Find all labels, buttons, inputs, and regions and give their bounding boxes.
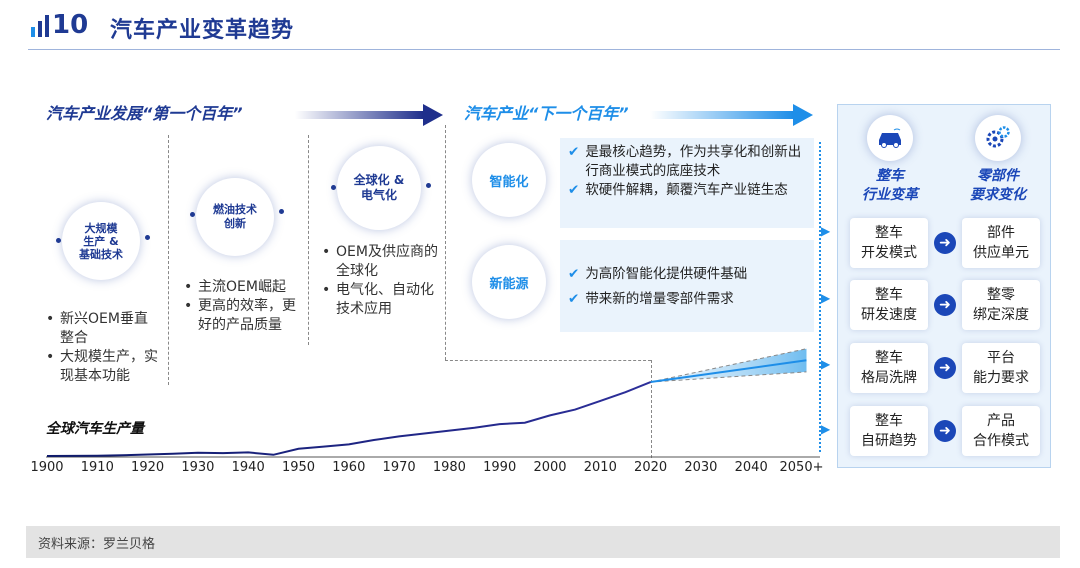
connector-arrow-icon: ▶ <box>821 224 831 238</box>
connector-arrow-icon: ▶ <box>821 291 831 305</box>
circle-fuel-tech: 燃油技术 创新 <box>196 178 274 256</box>
check-icon: ✔ <box>568 182 580 198</box>
panel-left-cell: 整车 研发速度 <box>850 280 928 330</box>
gear-icon <box>975 115 1021 161</box>
forecast-lower <box>650 371 807 383</box>
arrow-right-icon: ➜ <box>934 232 956 254</box>
stage-3-bullets: OEM及供应商的全球化 电气化、自动化技术应用 <box>322 243 442 319</box>
forecast-center <box>650 359 807 384</box>
divider-3 <box>445 125 446 360</box>
point: 带来新的增量零部件需求 <box>585 291 734 307</box>
chart-ylabel: 全球汽车生产量 <box>46 421 144 437</box>
section-next-century: 汽车产业“下一个百年” <box>464 104 629 123</box>
x-tick-label: 2030 <box>684 460 717 475</box>
section-first-century: 汽车产业发展“第一个百年” <box>46 104 243 123</box>
x-tick-label: 1980 <box>433 460 466 475</box>
x-tick-label: 1930 <box>181 460 214 475</box>
bullet: OEM及供应商的全球化 <box>322 243 442 281</box>
x-tick-label: 1900 <box>30 460 63 475</box>
divider-3-horizontal <box>445 360 651 361</box>
check-icon: ✔ <box>568 266 580 282</box>
divider-1 <box>168 135 169 385</box>
divider-2 <box>308 135 309 345</box>
header-divider <box>28 49 1060 50</box>
circle-dot <box>426 183 431 188</box>
circle-dot <box>56 238 61 243</box>
x-tick-label: 2040 <box>735 460 768 475</box>
circle-dot <box>190 212 195 217</box>
new-energy-points: ✔ 为高阶智能化提供硬件基础 ✔ 带来新的增量零部件需求 <box>568 262 804 312</box>
circle-mass-production: 大规模 生产 & 基础技术 <box>62 202 140 280</box>
x-tick-label: 2020 <box>634 460 667 475</box>
circle-dot <box>331 185 336 190</box>
panel-left-cell: 整车 格局洗牌 <box>850 343 928 393</box>
point: 软硬件解耦，颠覆汽车产业链生态 <box>585 182 788 198</box>
x-tick-label: 1960 <box>332 460 365 475</box>
bullet: 主流OEM崛起 <box>184 278 300 297</box>
panel-right-cell: 平台 能力要求 <box>962 343 1040 393</box>
connector-arrow-icon: ▶ <box>821 357 831 371</box>
section-arrow-blue <box>650 104 813 126</box>
x-tick-label: 1910 <box>81 460 114 475</box>
check-icon: ✔ <box>568 144 580 160</box>
bullet: 更高的效率，更好的产品质量 <box>184 297 300 335</box>
section-arrow-navy <box>295 104 443 126</box>
arrow-right-icon: ➜ <box>934 420 956 442</box>
x-tick-label: 1940 <box>232 460 265 475</box>
bullet: 大规模生产，实现基本功能 <box>46 348 158 386</box>
page-title: 汽车产业变革趋势 <box>110 18 295 43</box>
circle-dot <box>145 235 150 240</box>
arrow-right-icon: ➜ <box>934 357 956 379</box>
panel-left-header: 整车 行业变革 <box>862 168 918 203</box>
bullet: 电气化、自动化技术应用 <box>322 281 442 319</box>
x-tick-label: 1950 <box>282 460 315 475</box>
source-note: 资料来源：罗兰贝格 <box>38 537 156 552</box>
future-card-new-energy <box>560 240 814 332</box>
point: 是最核心趋势，作为共享化和创新出行商业模式的底座技术 <box>585 144 802 179</box>
circle-dot <box>279 209 284 214</box>
panel-left-cell: 整车 自研趋势 <box>850 406 928 456</box>
circle-new-energy: 新能源 <box>472 245 546 319</box>
divider-2020 <box>651 360 652 458</box>
x-tick-label: 2050+ <box>780 460 824 475</box>
panel-right-cell: 整零 绑定深度 <box>962 280 1040 330</box>
intelligent-points: ✔ 是最核心趋势，作为共享化和创新出行商业模式的底座技术 ✔ 软硬件解耦，颠覆汽车产… <box>568 143 804 200</box>
check-icon: ✔ <box>568 291 580 307</box>
panel-left-cell: 整车 开发模式 <box>850 218 928 268</box>
forecast-upper <box>650 348 807 383</box>
circle-globalization: 全球化 & 电气化 <box>337 146 421 230</box>
x-tick-label: 2000 <box>533 460 566 475</box>
panel-right-cell: 部件 供应单元 <box>962 218 1040 268</box>
stage-2-bullets: 主流OEM崛起 更高的效率，更好的产品质量 <box>184 278 300 335</box>
panel-right-cell: 产品 合作模式 <box>962 406 1040 456</box>
car-icon <box>867 115 913 161</box>
slide-number: 10 <box>52 10 89 40</box>
point: 为高阶智能化提供硬件基础 <box>585 266 748 282</box>
x-tick-label: 1990 <box>483 460 516 475</box>
x-tick-label: 1970 <box>383 460 416 475</box>
future-card-intelligent <box>560 138 814 228</box>
production-chart: 1900 1910 1920 1930 1940 1950 1960 1970 1980 1990… <box>30 348 824 475</box>
arrow-right-icon: ➜ <box>934 294 956 316</box>
connector-arrow-icon: ▶ <box>821 422 831 436</box>
source-bar <box>26 526 1060 558</box>
x-tick-label: 1920 <box>131 460 164 475</box>
connector-line <box>819 142 821 452</box>
circle-intelligent: 智能化 <box>472 143 546 217</box>
panel-right-header: 零部件 要求变化 <box>970 168 1026 203</box>
bullet: 新兴OEM垂直整合 <box>46 310 158 348</box>
x-tick-label: 2010 <box>584 460 617 475</box>
bar-chart-icon <box>31 15 49 37</box>
stage-1-bullets: 新兴OEM垂直整合 大规模生产，实现基本功能 <box>46 310 158 386</box>
history-line <box>46 381 651 457</box>
